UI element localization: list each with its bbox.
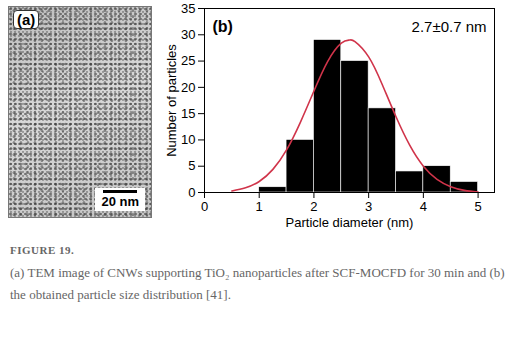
- html-text:20 nm: 20 nm: [101, 194, 139, 209]
- svg-text:(b): (b): [213, 18, 233, 35]
- svg-text:0: 0: [201, 199, 208, 214]
- svg-text:0: 0: [188, 185, 195, 200]
- svg-text:4: 4: [420, 199, 427, 214]
- svg-text:Particle diameter (nm): Particle diameter (nm): [286, 215, 414, 230]
- html-text:(a) TEM image of CNWs supporti: (a) TEM image of CNWs supporting TiO₂ na…: [10, 265, 505, 302]
- svg-text:Number of particles: Number of particles: [164, 44, 179, 157]
- svg-text:1: 1: [256, 199, 263, 214]
- html-text:FIGURE 19.: FIGURE 19.: [10, 244, 75, 256]
- svg-text:5: 5: [188, 158, 195, 173]
- svg-text:20: 20: [181, 80, 195, 95]
- svg-text:30: 30: [181, 27, 195, 42]
- svg-text:2.7±0.7 nm: 2.7±0.7 nm: [412, 18, 487, 35]
- svg-text:25: 25: [181, 53, 195, 68]
- svg-text:3: 3: [365, 199, 372, 214]
- html-text:(a): (a): [17, 11, 36, 28]
- svg-text:15: 15: [181, 106, 195, 121]
- svg-text:10: 10: [181, 132, 195, 147]
- svg-text:2: 2: [310, 199, 317, 214]
- svg-text:5: 5: [474, 199, 481, 214]
- svg-text:35: 35: [181, 1, 195, 16]
